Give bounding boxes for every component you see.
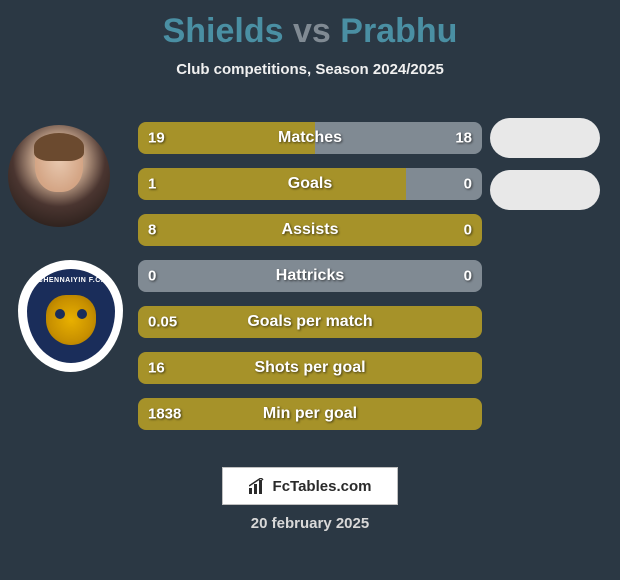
bar-value-right-assists: 0 xyxy=(464,222,472,239)
bar-label-matches: Matches xyxy=(278,129,342,147)
bar-left-goals xyxy=(138,168,406,200)
fctables-icon xyxy=(249,478,267,494)
club-badge-face-icon xyxy=(46,295,96,345)
bar-value-left-matches: 19 xyxy=(148,130,165,147)
bar-row-min-per-goal: 1838 Min per goal xyxy=(138,398,482,430)
footer-logo-text: FcTables.com xyxy=(273,478,372,495)
bar-label-mpg: Min per goal xyxy=(263,405,357,423)
bar-value-left-assists: 8 xyxy=(148,222,156,239)
bar-label-hattricks: Hattricks xyxy=(276,267,344,285)
bar-value-left-gpm: 0.05 xyxy=(148,314,177,331)
bar-label-assists: Assists xyxy=(282,221,339,239)
bar-row-goals-per-match: 0.05 Goals per match xyxy=(138,306,482,338)
player2-avatar-placeholder xyxy=(490,118,600,158)
player2-badge-placeholder xyxy=(490,170,600,210)
bar-value-left-spg: 16 xyxy=(148,360,165,377)
club-badge-inner: CHENNAIYIN F.C. xyxy=(27,269,115,363)
bar-row-shots-per-goal: 16 Shots per goal xyxy=(138,352,482,384)
player1-name: Shields xyxy=(163,12,284,50)
footer-logo[interactable]: FcTables.com xyxy=(222,467,398,505)
bar-row-matches: 19 Matches 18 xyxy=(138,122,482,154)
bar-label-gpm: Goals per match xyxy=(247,313,372,331)
bar-value-right-matches: 18 xyxy=(455,130,472,147)
bar-value-right-goals: 0 xyxy=(464,176,472,193)
club-badge: CHENNAIYIN F.C. xyxy=(18,260,123,372)
comparison-title: Shields vs Prabhu xyxy=(0,0,620,51)
footer-date: 20 february 2025 xyxy=(251,515,369,532)
club-badge-text: CHENNAIYIN F.C. xyxy=(38,277,103,284)
player1-avatar xyxy=(8,125,110,227)
vs-text: vs xyxy=(293,12,331,50)
bar-row-assists: 8 Assists 0 xyxy=(138,214,482,246)
subtitle-text: Club competitions, Season 2024/2025 xyxy=(0,61,620,78)
bar-value-left-mpg: 1838 xyxy=(148,406,181,423)
bar-value-right-hattricks: 0 xyxy=(464,268,472,285)
stats-bars-container: 19 Matches 18 1 Goals 0 8 Assists 0 0 Ha… xyxy=(138,122,482,444)
bar-row-hattricks: 0 Hattricks 0 xyxy=(138,260,482,292)
player2-name: Prabhu xyxy=(340,12,457,50)
bar-row-goals: 1 Goals 0 xyxy=(138,168,482,200)
bar-label-goals: Goals xyxy=(288,175,332,193)
bar-value-left-hattricks: 0 xyxy=(148,268,156,285)
bar-value-left-goals: 1 xyxy=(148,176,156,193)
bar-label-spg: Shots per goal xyxy=(254,359,365,377)
